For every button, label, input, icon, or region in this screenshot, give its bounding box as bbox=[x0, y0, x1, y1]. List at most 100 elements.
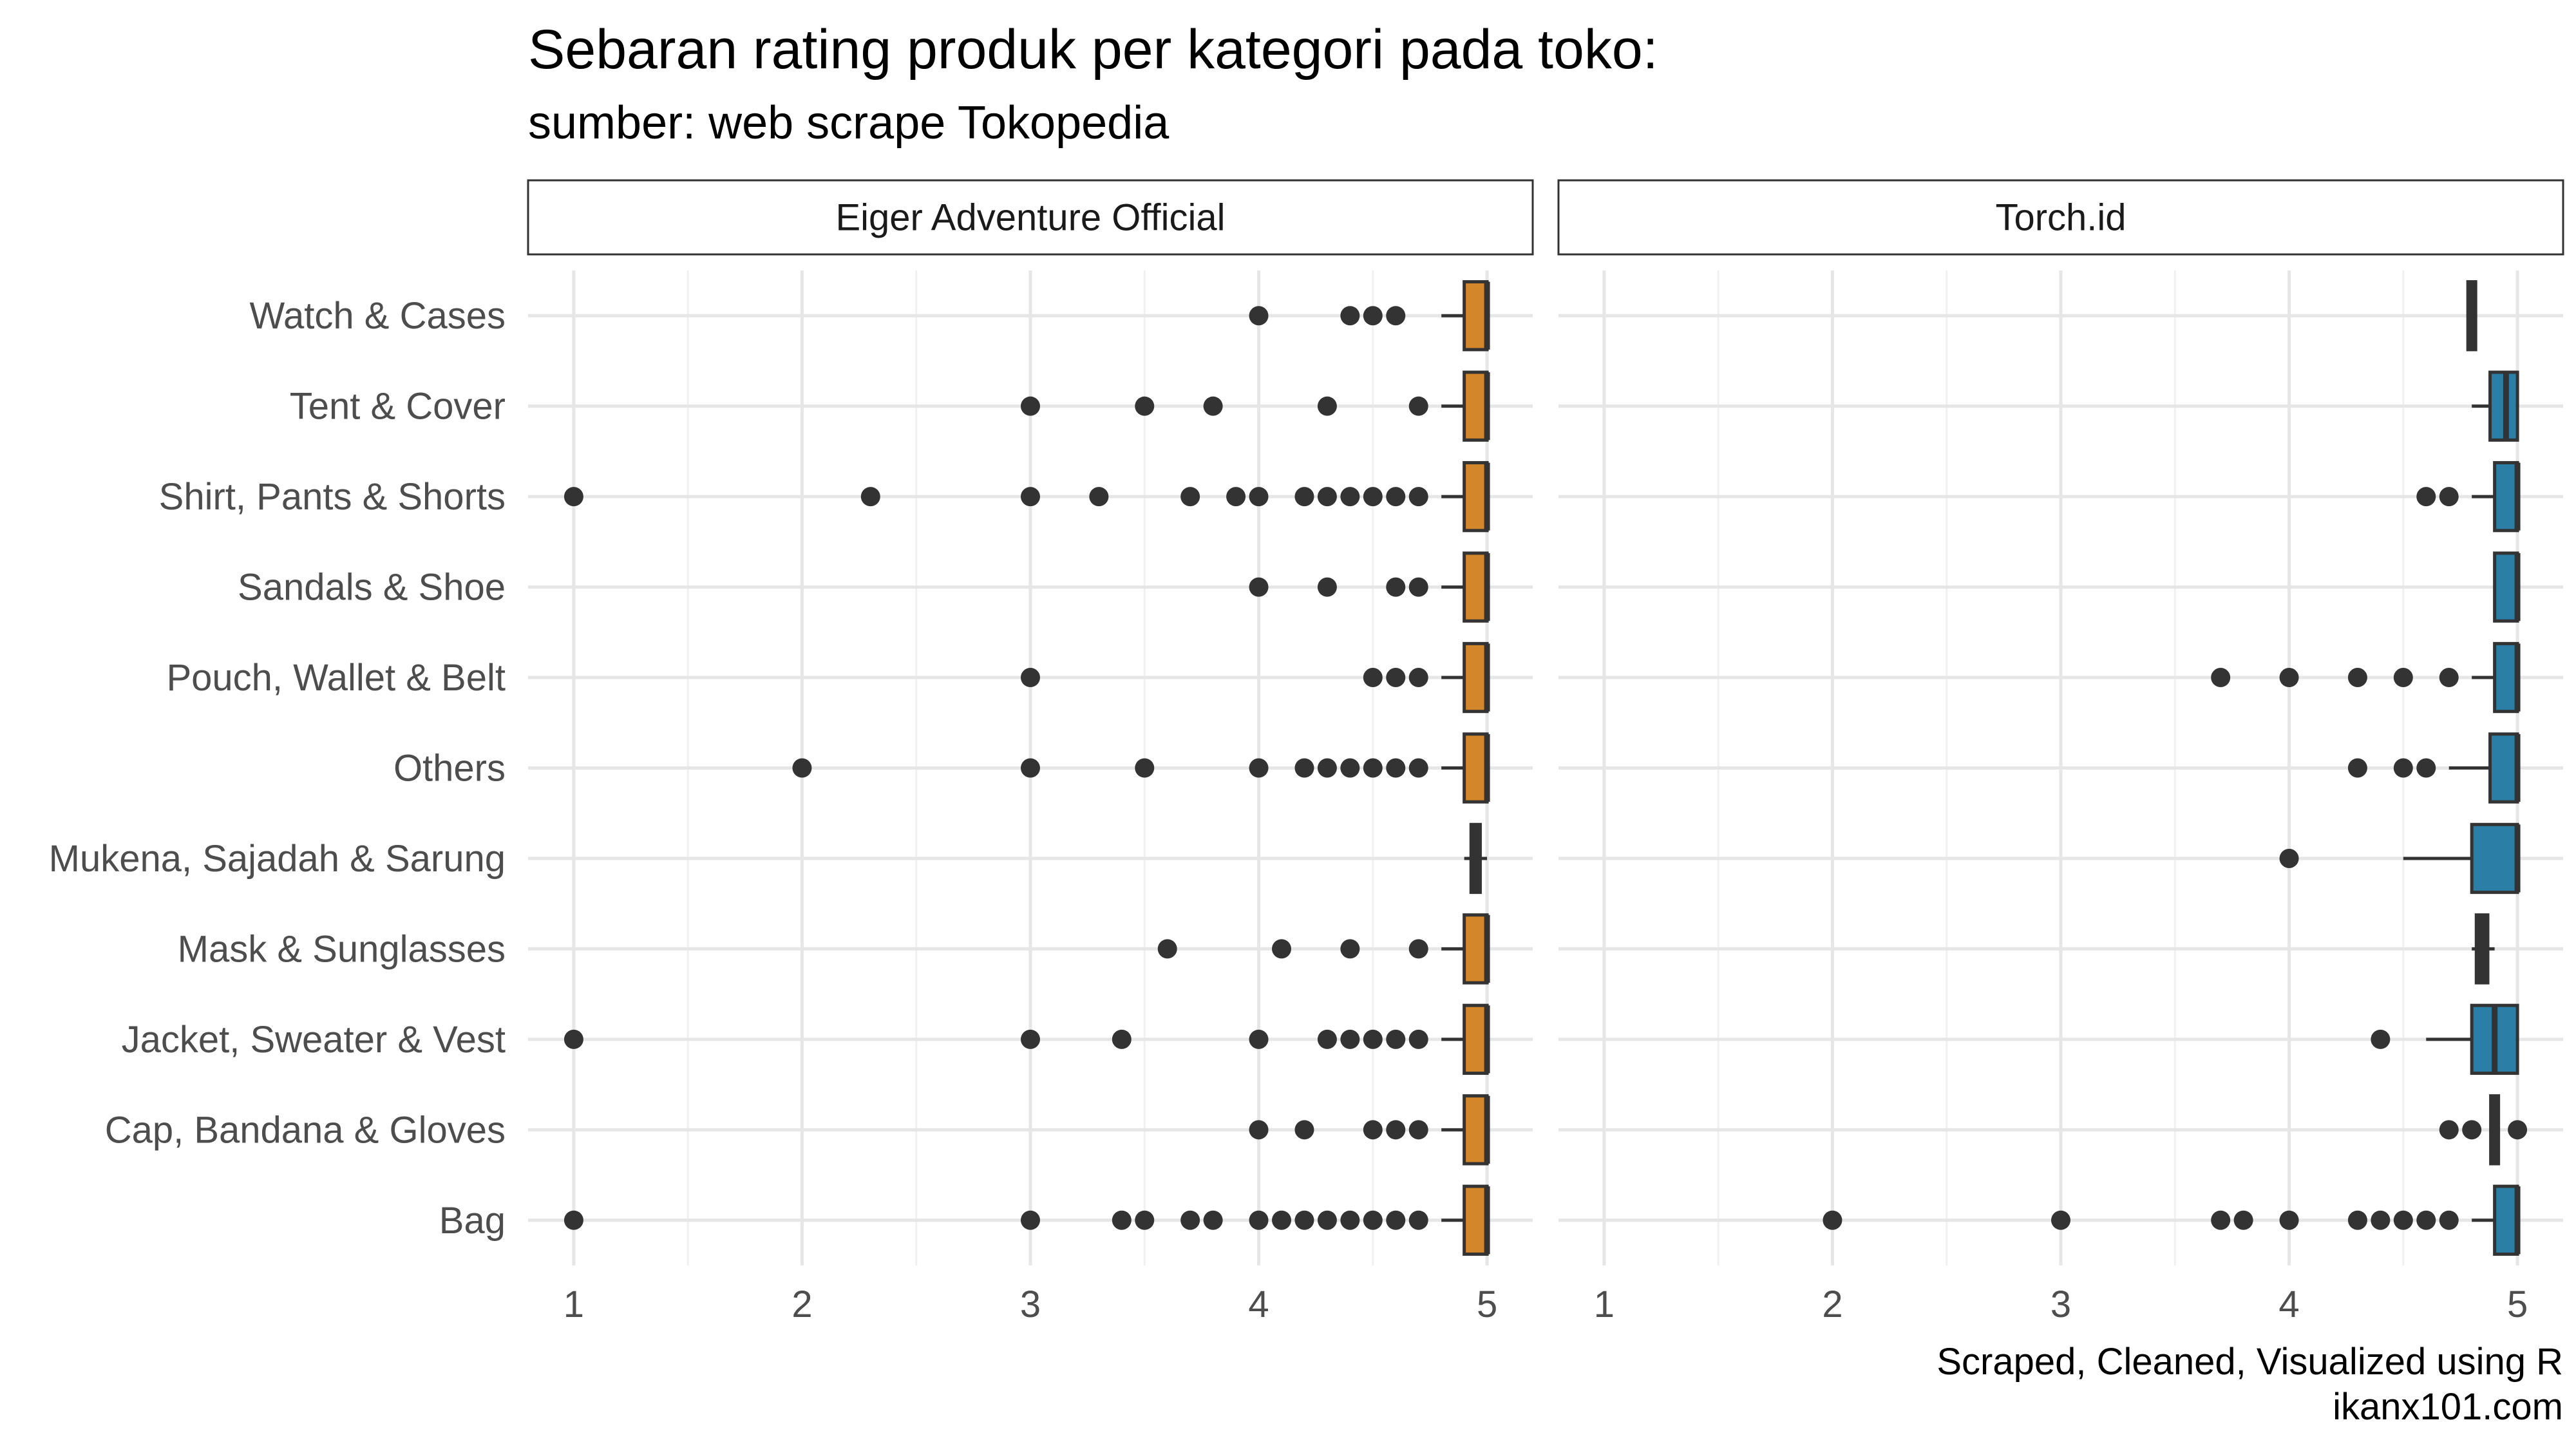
outlier-point-eiger-adventure-official-bag bbox=[1021, 1210, 1040, 1230]
outlier-point-torch-id-pouch-wallet-belt bbox=[2211, 668, 2231, 688]
outlier-point-eiger-adventure-official-watch-cases bbox=[1249, 306, 1269, 326]
outlier-point-eiger-adventure-official-shirt-pants-shorts bbox=[860, 487, 880, 507]
outlier-point-eiger-adventure-official-others bbox=[1249, 758, 1269, 778]
category-label-pouch-wallet-belt: Pouch, Wallet & Belt bbox=[166, 657, 506, 699]
outlier-point-eiger-adventure-official-shirt-pants-shorts bbox=[1226, 487, 1246, 507]
category-label-others: Others bbox=[393, 748, 506, 790]
box-eiger-adventure-official-sandals-shoe bbox=[1463, 551, 1489, 623]
outlier-point-eiger-adventure-official-tent-cover bbox=[1408, 396, 1428, 416]
category-label-shirt-pants-shorts: Shirt, Pants & Shorts bbox=[159, 476, 506, 518]
caption-line-2: ikanx101.com bbox=[2333, 1386, 2563, 1428]
outlier-point-eiger-adventure-official-others bbox=[792, 758, 812, 778]
outlier-point-eiger-adventure-official-shirt-pants-shorts bbox=[564, 487, 583, 507]
x-tick-label: 4 bbox=[2278, 1283, 2299, 1325]
x-tick-label: 5 bbox=[1477, 1283, 1497, 1325]
outlier-point-torch-id-bag bbox=[2051, 1210, 2070, 1230]
outlier-point-torch-id-pouch-wallet-belt bbox=[2393, 668, 2413, 688]
box-eiger-adventure-official-others bbox=[1463, 732, 1489, 804]
x-tick-label: 2 bbox=[1822, 1283, 1842, 1325]
outlier-point-eiger-adventure-official-mask-sunglasses bbox=[1272, 939, 1291, 959]
outlier-point-eiger-adventure-official-jacket-sweater-vest bbox=[1249, 1029, 1269, 1049]
outlier-point-eiger-adventure-official-others bbox=[1135, 758, 1155, 778]
outlier-point-eiger-adventure-official-bag bbox=[1363, 1210, 1383, 1230]
outlier-point-torch-id-others bbox=[2416, 758, 2436, 778]
outlier-point-eiger-adventure-official-bag bbox=[1112, 1210, 1132, 1230]
outlier-point-eiger-adventure-official-cap-bandana-gloves bbox=[1294, 1120, 1314, 1140]
x-tick-label: 5 bbox=[2507, 1283, 2528, 1325]
strip-torch-id bbox=[1557, 179, 2564, 256]
outlier-point-eiger-adventure-official-mask-sunglasses bbox=[1408, 939, 1428, 959]
outlier-point-torch-id-mukena-sajadah-sarung bbox=[2279, 848, 2299, 868]
x-tick-label: 3 bbox=[1020, 1283, 1041, 1325]
outlier-point-eiger-adventure-official-bag bbox=[1203, 1210, 1223, 1230]
outlier-point-torch-id-bag bbox=[2371, 1210, 2391, 1230]
outlier-point-eiger-adventure-official-pouch-wallet-belt bbox=[1408, 668, 1428, 688]
category-label-mask-sunglasses: Mask & Sunglasses bbox=[178, 928, 506, 970]
category-label-mukena-sajadah-sarung: Mukena, Sajadah & Sarung bbox=[49, 838, 506, 880]
outlier-point-torch-id-cap-bandana-gloves bbox=[2439, 1120, 2459, 1140]
outlier-point-eiger-adventure-official-bag bbox=[564, 1210, 583, 1230]
outlier-point-torch-id-bag bbox=[2233, 1210, 2253, 1230]
outlier-point-eiger-adventure-official-pouch-wallet-belt bbox=[1386, 668, 1406, 688]
outlier-point-eiger-adventure-official-others bbox=[1408, 758, 1428, 778]
outlier-point-torch-id-bag bbox=[1823, 1210, 1842, 1230]
outlier-point-eiger-adventure-official-cap-bandana-gloves bbox=[1386, 1120, 1406, 1140]
outlier-point-eiger-adventure-official-jacket-sweater-vest bbox=[1363, 1029, 1383, 1049]
outlier-point-eiger-adventure-official-jacket-sweater-vest bbox=[1021, 1029, 1040, 1049]
outlier-point-eiger-adventure-official-bag bbox=[1386, 1210, 1406, 1230]
outlier-point-eiger-adventure-official-watch-cases bbox=[1363, 306, 1383, 326]
category-label-cap-bandana-gloves: Cap, Bandana & Gloves bbox=[105, 1109, 506, 1151]
chart-caption: Scraped, Cleaned, Visualized using R ika… bbox=[1937, 1340, 2563, 1430]
x-tick-label: 4 bbox=[1248, 1283, 1269, 1325]
outlier-point-torch-id-cap-bandana-gloves bbox=[2508, 1120, 2528, 1140]
outlier-point-torch-id-bag bbox=[2393, 1210, 2413, 1230]
outlier-point-eiger-adventure-official-others bbox=[1386, 758, 1406, 778]
box-eiger-adventure-official-tent-cover bbox=[1463, 370, 1489, 442]
box-torch-id-sandals-shoe bbox=[2493, 551, 2519, 623]
box-eiger-adventure-official-jacket-sweater-vest bbox=[1463, 1003, 1489, 1075]
box-torch-id-others bbox=[2488, 732, 2519, 804]
outlier-point-eiger-adventure-official-jacket-sweater-vest bbox=[1408, 1029, 1428, 1049]
outlier-point-eiger-adventure-official-jacket-sweater-vest bbox=[1112, 1029, 1132, 1049]
outlier-point-eiger-adventure-official-bag bbox=[1135, 1210, 1155, 1230]
outlier-point-eiger-adventure-official-shirt-pants-shorts bbox=[1363, 487, 1383, 507]
box-eiger-adventure-official-mask-sunglasses bbox=[1463, 913, 1489, 985]
strip-label-eiger-adventure-official: Eiger Adventure Official bbox=[835, 197, 1225, 239]
strip-label-torch-id: Torch.id bbox=[1995, 197, 2126, 239]
box-torch-id-bag bbox=[2493, 1184, 2519, 1256]
outlier-point-torch-id-pouch-wallet-belt bbox=[2439, 668, 2459, 688]
chart-title: Sebaran rating produk per kategori pada … bbox=[528, 19, 1658, 80]
outlier-point-eiger-adventure-official-cap-bandana-gloves bbox=[1408, 1120, 1428, 1140]
outlier-point-eiger-adventure-official-tent-cover bbox=[1203, 396, 1223, 416]
outlier-point-eiger-adventure-official-others bbox=[1340, 758, 1360, 778]
box-eiger-adventure-official-pouch-wallet-belt bbox=[1463, 641, 1489, 714]
outlier-point-eiger-adventure-official-shirt-pants-shorts bbox=[1089, 487, 1109, 507]
outlier-point-eiger-adventure-official-shirt-pants-shorts bbox=[1180, 487, 1200, 507]
caption-line-1: Scraped, Cleaned, Visualized using R bbox=[1937, 1341, 2563, 1383]
box-eiger-adventure-official-cap-bandana-gloves bbox=[1463, 1094, 1489, 1166]
box-eiger-adventure-official-bag bbox=[1463, 1184, 1489, 1256]
outlier-point-eiger-adventure-official-bag bbox=[1249, 1210, 1269, 1230]
outlier-point-torch-id-bag bbox=[2439, 1210, 2459, 1230]
outlier-point-eiger-adventure-official-pouch-wallet-belt bbox=[1021, 668, 1040, 688]
x-tick-label: 1 bbox=[564, 1283, 584, 1325]
box-torch-id-shirt-pants-shorts bbox=[2493, 460, 2519, 533]
outlier-point-eiger-adventure-official-shirt-pants-shorts bbox=[1294, 487, 1314, 507]
category-label-jacket-sweater-vest: Jacket, Sweater & Vest bbox=[122, 1019, 506, 1061]
outlier-point-eiger-adventure-official-shirt-pants-shorts bbox=[1249, 487, 1269, 507]
outlier-point-eiger-adventure-official-others bbox=[1021, 758, 1040, 778]
outlier-point-eiger-adventure-official-tent-cover bbox=[1021, 396, 1040, 416]
outlier-point-eiger-adventure-official-jacket-sweater-vest bbox=[1340, 1029, 1360, 1049]
outlier-point-eiger-adventure-official-shirt-pants-shorts bbox=[1386, 487, 1406, 507]
outlier-point-eiger-adventure-official-mask-sunglasses bbox=[1340, 939, 1360, 959]
box-eiger-adventure-official-shirt-pants-shorts bbox=[1463, 460, 1489, 533]
chart-subtitle: sumber: web scrape Tokopedia bbox=[528, 97, 1170, 149]
outlier-point-eiger-adventure-official-jacket-sweater-vest bbox=[1386, 1029, 1406, 1049]
outlier-point-torch-id-bag bbox=[2347, 1210, 2367, 1230]
outlier-point-eiger-adventure-official-others bbox=[1294, 758, 1314, 778]
outlier-point-eiger-adventure-official-shirt-pants-shorts bbox=[1021, 487, 1040, 507]
outlier-point-eiger-adventure-official-sandals-shoe bbox=[1408, 577, 1428, 597]
outlier-point-eiger-adventure-official-bag bbox=[1272, 1210, 1291, 1230]
outlier-point-torch-id-others bbox=[2393, 758, 2413, 778]
